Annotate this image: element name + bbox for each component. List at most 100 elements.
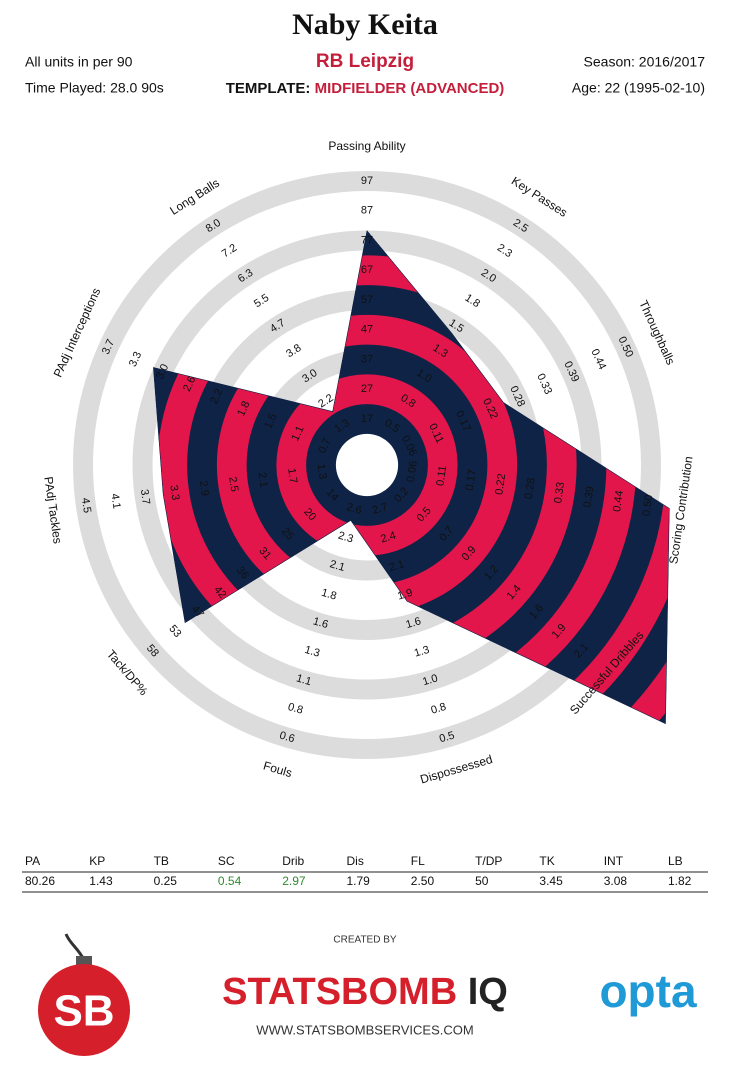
stat-header: TK [539,854,554,868]
tick-label: 0.5 [438,729,456,745]
stat-header: KP [89,854,105,868]
tick-label: 1.3 [315,463,329,480]
bomb-body [38,964,130,1056]
tick-label: 2.5 [226,476,240,493]
value-polygon [153,230,670,725]
tick-label: 2.1 [328,558,346,574]
stat-header: T/DP [475,854,502,868]
stat-header: PA [25,854,40,868]
tick-label: 1.1 [289,424,306,443]
tick-label: 0.06 [405,460,420,483]
stat-header: LB [668,854,683,868]
tick-label: 67 [361,264,373,276]
partner-logo: opta [599,965,697,1017]
axis-name: Passing Ability [328,139,405,153]
brand: STATSBOMB IQ [222,971,508,1013]
template-label: TEMPLATE: [226,80,311,97]
tick-label: 27 [361,383,373,395]
url: WWW.STATSBOMBSERVICES.COM [256,1022,473,1037]
stat-value: 3.45 [539,874,563,888]
bomb-cap [76,956,92,966]
tick-label: 0.44 [611,490,626,513]
tick-label: 1.6 [404,615,422,631]
tick-label: 97 [361,175,373,187]
stat-value: 2.97 [282,874,306,888]
tick-label: 1.8 [320,587,338,603]
tick-label: 57 [361,294,373,306]
value-hole [335,433,399,497]
tick-label: 2.9 [197,480,211,497]
tick-label: 0.7 [316,436,333,455]
template-line: TEMPLATE: MIDFIELDER (ADVANCED) [226,80,505,97]
stat-header: TB [154,854,169,868]
stat-header: FL [411,854,425,868]
tick-label: 2.4 [379,530,397,546]
stat-header: SC [218,854,235,868]
tick-label: 0.11 [434,465,449,487]
tick-label: 1.8 [235,399,252,418]
stat-header: Dis [347,854,364,868]
tick-label: 2.6 [345,501,363,517]
sb-logo-text: SB [53,987,114,1036]
stat-value: 1.79 [347,874,371,888]
tick-label: 2.6 [181,375,198,394]
tick-label: 4.5 [79,497,93,514]
tick-label: 3.3 [127,350,144,369]
season: Season: 2016/2017 [584,54,706,70]
tick-label: 0.50 [641,494,656,517]
stat-value: 3.08 [604,874,628,888]
brand-name: STATSBOMB [222,971,457,1013]
tick-label: 3.3 [167,484,181,501]
player-name: Naby Keita [292,8,438,41]
units-note: All units in per 90 [25,54,133,70]
stat-header: Drib [282,854,304,868]
stat-value: 1.82 [668,874,692,888]
stat-value: 80.26 [25,874,55,888]
tick-label: 3.0 [154,362,171,381]
tick-label: 1.5 [262,412,279,431]
credit: CREATED BY [333,935,396,946]
tick-label: 87 [361,205,373,217]
stat-header: INT [604,854,624,868]
team-name: RB Leipzig [316,51,414,72]
time-played: Time Played: 28.0 90s [25,80,164,96]
stat-value: 50 [475,874,489,888]
grid-ring [73,171,661,759]
tick-label: 2.1 [388,558,406,574]
tick-label: 2.2 [208,387,225,406]
tick-label: 0.17 [464,469,479,492]
age: Age: 22 (1995-02-10) [572,80,705,96]
template-value: MIDFIELDER (ADVANCED) [315,80,505,97]
tick-label: 0.22 [493,473,508,496]
tick-label: 0.39 [582,485,597,508]
tick-label: 1.0 [421,672,439,688]
tick-label: 2.1 [256,472,270,489]
tick-label: 77 [361,234,373,246]
stat-value: 0.25 [154,874,178,888]
tick-label: 1.6 [312,615,330,631]
tick-label: 0.8 [430,701,448,717]
brand-suffix: IQ [468,971,508,1013]
stat-value: 0.54 [218,874,242,888]
tick-label: 37 [361,353,373,365]
tick-label: 47 [361,324,373,336]
tick-label: 0.6 [278,729,296,745]
tick-label: 0.33 [552,481,567,504]
tick-label: 1.3 [303,644,321,660]
tick-label: 3.7 [100,338,117,357]
stat-table: PA 80.26 KP 1.43 TB 0.25 SC 0.54 Drib 2.97 Dis 1.79… [22,854,708,893]
stat-value: 1.43 [89,874,113,888]
tick-label: 1.9 [396,587,414,603]
tick-label: 17 [361,413,373,425]
tick-label: 0.28 [523,477,538,500]
stat-value: 2.50 [411,874,435,888]
tick-label: 1.7 [285,467,299,484]
tick-label: 1.3 [413,644,431,660]
tick-label: 2.3 [337,530,355,546]
tick-label: 1.1 [295,672,313,688]
sb-logo: SB [38,933,130,1056]
tick-label: 3.7 [138,489,152,506]
tick-label: 4.1 [108,493,122,510]
tick-label: 0.8 [286,701,304,717]
